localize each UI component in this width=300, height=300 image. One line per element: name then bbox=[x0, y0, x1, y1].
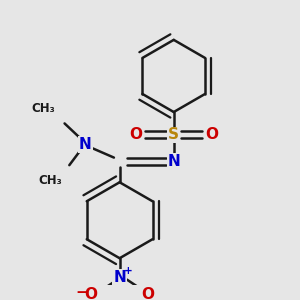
Text: N: N bbox=[167, 154, 180, 169]
Text: S: S bbox=[168, 127, 179, 142]
Text: N: N bbox=[113, 270, 126, 285]
Text: CH₃: CH₃ bbox=[38, 174, 62, 187]
Text: O: O bbox=[129, 127, 142, 142]
Text: O: O bbox=[85, 287, 98, 300]
Text: +: + bbox=[124, 266, 133, 276]
Text: −: − bbox=[75, 285, 88, 300]
Text: O: O bbox=[205, 127, 218, 142]
Text: O: O bbox=[142, 287, 154, 300]
Text: N: N bbox=[79, 137, 92, 152]
Text: CH₃: CH₃ bbox=[31, 102, 55, 115]
